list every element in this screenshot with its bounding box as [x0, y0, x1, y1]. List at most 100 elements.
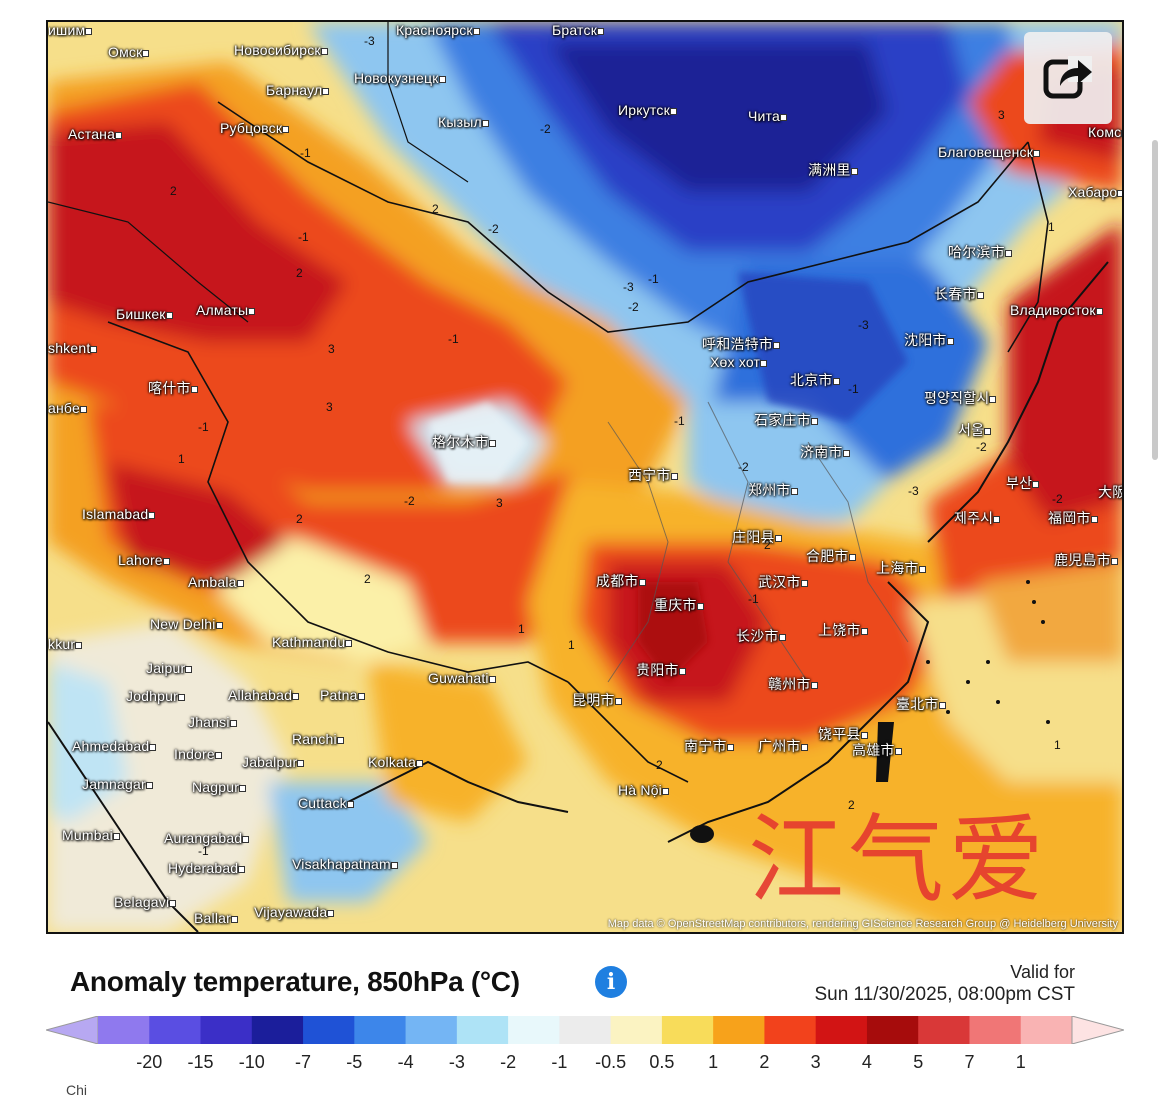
city-label: Кызыл [438, 114, 492, 130]
colorbar-tick-label: 4 [861, 1052, 872, 1072]
isoline-label: -1 [648, 272, 659, 286]
city-marker-icon [345, 639, 353, 647]
colorbar-tick-label: -7 [295, 1052, 312, 1072]
scrollbar[interactable] [1152, 140, 1158, 460]
city-label: 沈阳市 [904, 332, 957, 348]
city-name: Ambala [188, 574, 237, 590]
city-label: 呼和浩特市 [702, 336, 783, 352]
city-name: 哈尔滨市 [948, 244, 1005, 260]
city-marker-icon [1004, 249, 1012, 257]
city-label: Kolkata [368, 754, 426, 770]
city-label: Hyderabad [168, 860, 248, 876]
city-name: Jodhpur [126, 688, 178, 704]
city-label: Иркутск [618, 102, 680, 118]
city-name: 庄阳县 [732, 529, 775, 545]
colorbar-segment [405, 1016, 458, 1044]
colorbar-segment [661, 1016, 714, 1044]
city-marker-icon [696, 602, 704, 610]
anomaly-map[interactable]: Омск Новосибирск Барнаул Новокузнецк Астана Р… [46, 20, 1124, 934]
city-name: 济南市 [800, 444, 843, 460]
colorbar-tick-label: -20 [136, 1052, 163, 1072]
colorbar-tick-label: 2 [759, 1052, 770, 1072]
city-marker-icon [488, 675, 496, 683]
city-name: ишим [48, 22, 86, 38]
city-label: анбе [48, 400, 90, 416]
city-marker-icon [832, 377, 840, 385]
city-name: Jaipur [146, 660, 186, 676]
city-name: Ranchi [292, 731, 337, 747]
colorbar-segment [866, 1016, 919, 1044]
city-label: Guwahati [428, 670, 499, 686]
city-name: Новокузнецк [354, 70, 439, 86]
isoline-label: -3 [908, 484, 919, 498]
city-name: 부산 [1006, 475, 1033, 491]
city-name: Jamnagar [82, 776, 146, 792]
bottom-cut-text: Chi [66, 1082, 88, 1098]
colorbar-segment [815, 1016, 868, 1044]
colorbar-tick-label: 5 [913, 1052, 924, 1072]
city-marker-icon [850, 167, 858, 175]
colorbar-tick-label: 1 [708, 1052, 719, 1072]
city-marker-icon [989, 395, 997, 403]
city-label: Aurangabad [164, 830, 252, 846]
city-name: Иркутск [618, 102, 670, 118]
city-label: 喀什市 [148, 380, 201, 396]
watermark-text: 江气爱 [748, 804, 1048, 916]
city-marker-icon [320, 47, 328, 55]
city-name: 合肥市 [806, 548, 849, 564]
isoline-label: 2 [432, 202, 439, 216]
city-name: Patna [320, 687, 358, 703]
isoline-label: -2 [628, 300, 639, 314]
colorbar-tick-label: -5 [346, 1052, 363, 1072]
city-label: Алматы [196, 302, 258, 318]
city-name: Lahore [118, 552, 163, 568]
isoline-label: -2 [1052, 492, 1063, 506]
isoline-label: -3 [858, 318, 869, 332]
city-label: 格尔木市 [432, 434, 499, 450]
city-name: shkent [48, 340, 91, 356]
city-name: 평양직할시 [924, 390, 990, 406]
city-name: 贵阳市 [636, 662, 679, 678]
isoline-label: -1 [848, 382, 859, 396]
city-marker-icon [115, 131, 123, 139]
isoline-label: -2 [540, 122, 551, 136]
info-icon[interactable]: i [595, 966, 627, 998]
city-marker-icon [327, 909, 335, 917]
city-name: 福岡市 [1048, 510, 1091, 526]
city-name: Владивосток [1010, 302, 1096, 318]
city-marker-icon [472, 27, 480, 35]
city-label: 上饶市 [818, 622, 871, 638]
city-name: 赣州市 [768, 676, 811, 692]
city-marker-icon [346, 800, 354, 808]
city-name: 上海市 [876, 560, 919, 576]
city-label: Новосибирск [234, 42, 331, 58]
city-marker-icon [1117, 189, 1122, 197]
city-marker-icon [214, 751, 222, 759]
city-marker-icon [1032, 480, 1040, 488]
colorbar-tick-label: -1 [551, 1052, 568, 1072]
city-label: 武汉市 [758, 574, 811, 590]
city-label: Jamnagar [82, 776, 156, 792]
share-button[interactable] [1024, 32, 1112, 124]
city-marker-icon [248, 307, 256, 315]
city-marker-icon [416, 759, 424, 767]
city-label: Hà Nội [618, 782, 672, 798]
city-name: 臺北市 [896, 696, 939, 712]
city-marker-icon [800, 743, 808, 751]
city-label: 贵阳市 [636, 662, 689, 678]
city-marker-icon [1033, 149, 1041, 157]
city-label: 长沙市 [736, 628, 789, 644]
city-marker-icon [810, 417, 818, 425]
colorbar-left-arrow [46, 1016, 99, 1044]
city-label: 鹿児島市 [1054, 552, 1121, 568]
city-label: Belagavi [114, 894, 179, 910]
city-label: Ranchi [292, 731, 347, 747]
city-label: Владивосток [1010, 302, 1106, 318]
city-name: 大阪 [1098, 484, 1124, 500]
city-label: 西宁市 [628, 467, 681, 483]
share-arrow-icon [1043, 56, 1092, 99]
isoline-label: -2 [976, 440, 987, 454]
city-name: Indore [174, 746, 215, 762]
colorbar-tick-label: 1 [1015, 1052, 1026, 1072]
city-name: 郑州市 [748, 482, 791, 498]
